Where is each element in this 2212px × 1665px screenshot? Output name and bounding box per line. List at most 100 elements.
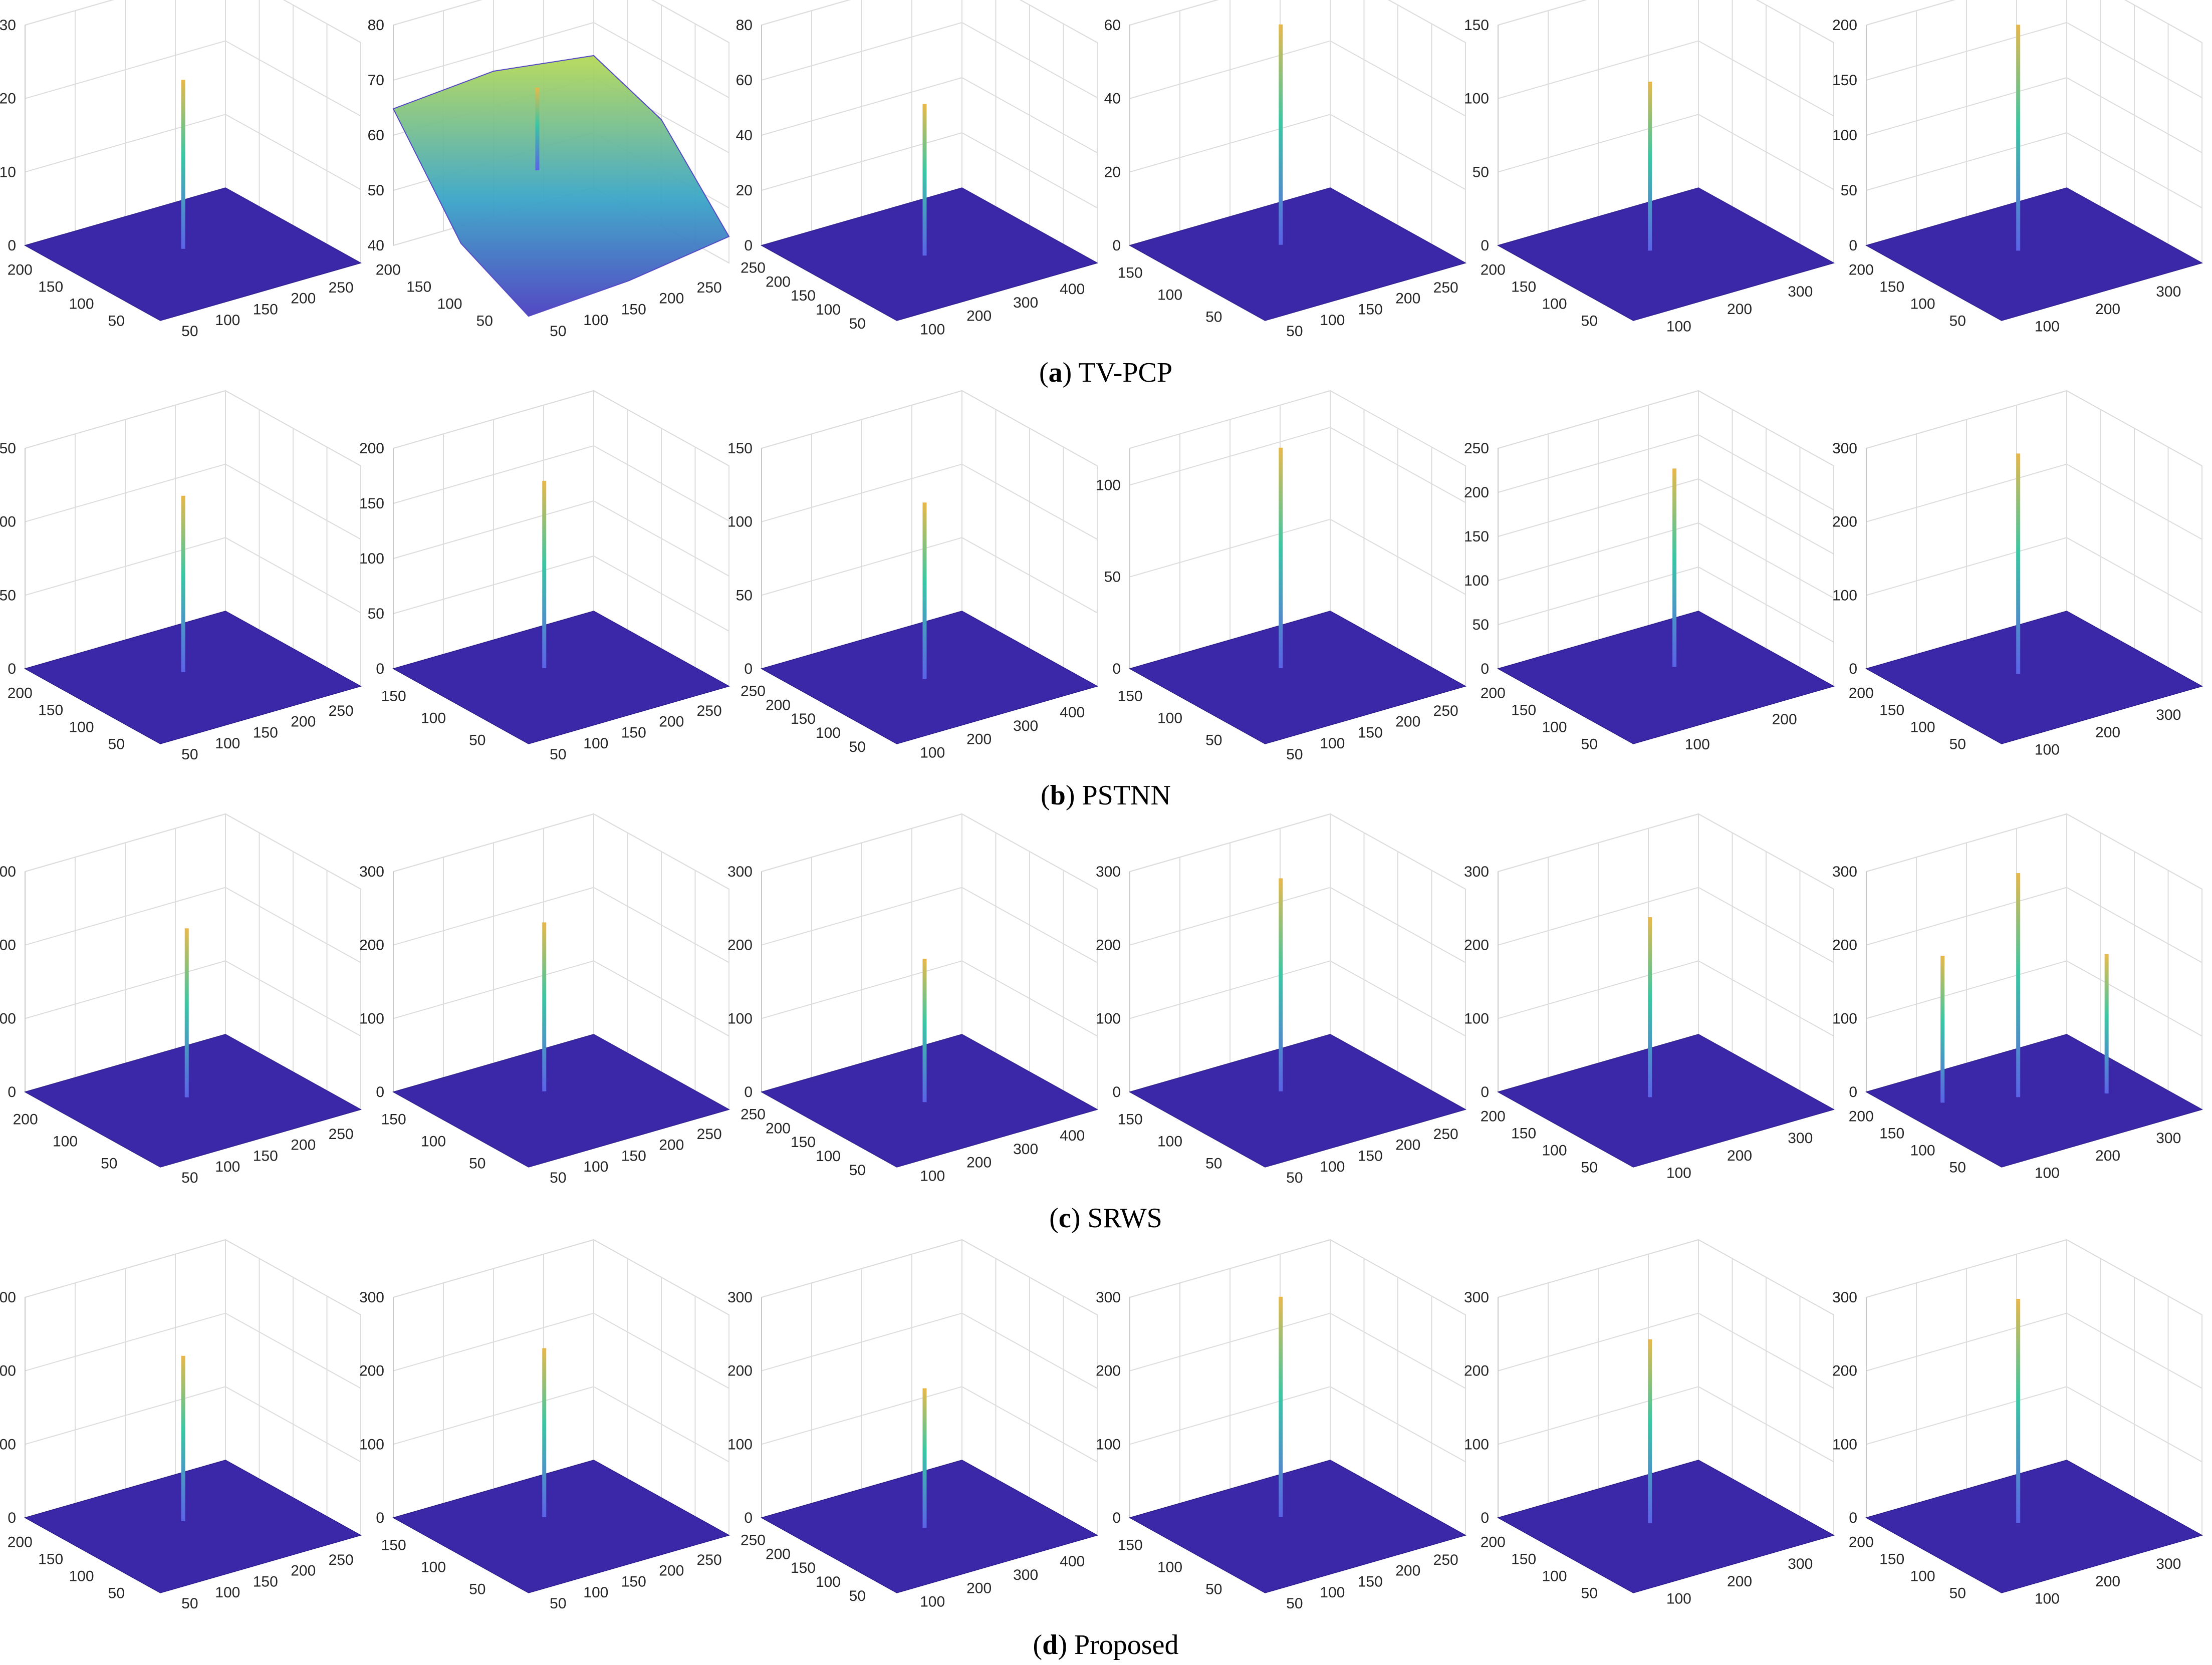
y-tick-label: 200 xyxy=(376,261,401,278)
z-grid-line xyxy=(25,390,361,466)
x-tick-label: 200 xyxy=(291,1137,316,1154)
y-tick-label: 100 xyxy=(421,710,446,727)
y-tick-label: 50 xyxy=(1949,313,1966,330)
z-grid-line xyxy=(1498,478,1834,554)
z-grid-line xyxy=(1129,518,1466,595)
z-tick-label: 0 xyxy=(744,661,753,677)
z-tick-label: 150 xyxy=(727,440,753,457)
z-grid-line xyxy=(1866,960,2202,1037)
z-grid-line xyxy=(1866,1239,2202,1315)
z-grid-line xyxy=(393,555,729,632)
z-grid-line xyxy=(1866,813,2202,890)
y-tick-label: 100 xyxy=(421,1134,446,1150)
z-grid-line xyxy=(25,114,361,190)
x-tick-label: 150 xyxy=(1358,1148,1383,1164)
z-tick-label: 150 xyxy=(359,495,384,512)
z-grid-line xyxy=(1129,1312,1466,1389)
z-tick-label: 300 xyxy=(1096,1289,1121,1306)
z-grid-line xyxy=(761,0,1098,43)
z-tick-label: 300 xyxy=(1096,864,1121,880)
z-tick-label: 150 xyxy=(0,440,16,457)
z-grid-line xyxy=(1129,114,1466,190)
z-tick-label: 150 xyxy=(1464,528,1489,545)
x-tick-label: 100 xyxy=(2035,1591,2060,1607)
z-tick-label: 300 xyxy=(359,864,384,880)
y-tick-label: 100 xyxy=(1157,1134,1182,1150)
x-tick-label: 100 xyxy=(1666,319,1691,335)
y-tick-label: 100 xyxy=(1910,719,1935,736)
z-grid-line xyxy=(1866,463,2202,540)
peak-spike xyxy=(535,88,540,171)
z-tick-label: 200 xyxy=(1096,937,1121,954)
x-tick-label: 300 xyxy=(1013,1567,1038,1583)
x-tick-label: 150 xyxy=(621,301,646,318)
panel-b2: 0 50 100 150 200 150 100 50 50 100 150 200 250 xyxy=(359,390,730,763)
z-tick-label: 100 xyxy=(359,550,384,567)
x-tick-label: 200 xyxy=(659,1137,684,1154)
z-grid-line xyxy=(393,1312,729,1389)
z-tick-label: 80 xyxy=(368,17,384,34)
z-tick-label: 20 xyxy=(1104,164,1121,180)
x-tick-label: 100 xyxy=(583,312,608,329)
y-tick-label: 150 xyxy=(1118,264,1143,281)
x-tick-label: 100 xyxy=(2035,319,2060,335)
z-tick-label: 100 xyxy=(1096,1436,1121,1453)
x-tick-label: 200 xyxy=(2095,724,2120,741)
y-tick-label: 100 xyxy=(1542,296,1567,313)
z-tick-label: 0 xyxy=(1481,661,1489,677)
y-tick-label: 50 xyxy=(1581,1160,1598,1176)
panel-grid: 0102030200150100505010015020025040506070… xyxy=(0,0,2203,1612)
panel-d2: 0 100 200 300 150 100 50 50 100 150 200 250 xyxy=(359,1239,730,1612)
y-tick-label: 250 xyxy=(741,683,766,700)
z-tick-label: 200 xyxy=(359,1363,384,1379)
z-grid-line xyxy=(393,22,729,98)
panel-c2: 0 100 200 300 150 100 50 50 100 150 200 250 xyxy=(359,813,730,1186)
y-tick-label: 50 xyxy=(1949,1160,1966,1176)
x-tick-label: 250 xyxy=(329,1552,354,1568)
z-tick-label: 300 xyxy=(1832,864,1857,880)
x-tick-label: 150 xyxy=(1358,301,1383,318)
z-tick-label: 100 xyxy=(1832,127,1857,144)
x-tick-label: 300 xyxy=(2156,284,2181,300)
y-tick-label: 250 xyxy=(741,1532,766,1549)
y-tick-label: 100 xyxy=(816,302,841,318)
y-tick-label: 50 xyxy=(469,1156,485,1172)
z-tick-label: 100 xyxy=(1464,91,1489,107)
peak-spike xyxy=(181,1355,185,1521)
peak-spike xyxy=(184,928,189,1097)
y-tick-label: 250 xyxy=(741,1106,766,1123)
y-tick-label: 100 xyxy=(1542,1568,1567,1585)
peak-spike xyxy=(542,1348,547,1517)
z-tick-label: 300 xyxy=(0,1289,16,1306)
x-tick-label: 250 xyxy=(1433,1126,1458,1143)
x-tick-label: 100 xyxy=(1320,1159,1345,1175)
x-tick-label: 250 xyxy=(1433,280,1458,296)
x-tick-label: 50 xyxy=(1286,323,1303,340)
y-tick-label: 150 xyxy=(1118,688,1143,704)
floor-surface xyxy=(1865,187,2203,321)
caption-row-b: (b) PSTNN xyxy=(1041,780,1171,811)
z-grid-line xyxy=(25,463,361,540)
z-grid-line xyxy=(25,960,361,1037)
y-tick-label: 100 xyxy=(1542,719,1567,736)
peak-spike xyxy=(2016,25,2021,251)
z-grid-line xyxy=(1866,887,2202,963)
z-grid-line xyxy=(1498,1239,1834,1315)
y-tick-label: 200 xyxy=(1481,1108,1506,1125)
x-tick-label: 50 xyxy=(1286,1170,1303,1186)
panel-b1: 0 50 100 150 200 150 100 50 50 100 150 200 250 xyxy=(0,390,362,763)
z-tick-label: 150 xyxy=(1832,72,1857,89)
z-grid-line xyxy=(1129,1239,1466,1315)
x-tick-label: 100 xyxy=(1320,1584,1345,1601)
background-surface xyxy=(392,55,730,317)
y-tick-label: 100 xyxy=(53,1134,78,1150)
x-tick-label: 150 xyxy=(1358,1573,1383,1590)
x-tick-label: 100 xyxy=(920,1593,945,1610)
panel-a2: 40 50 60 70 80 200 150 100 50 50 100 150 200 250 xyxy=(368,0,730,340)
x-tick-label: 50 xyxy=(181,746,198,763)
peak-spike xyxy=(1279,24,1283,245)
peak-spike xyxy=(922,502,927,679)
floor-surface xyxy=(24,611,362,744)
x-tick-label: 200 xyxy=(1395,1137,1420,1154)
x-tick-label: 250 xyxy=(697,703,722,719)
